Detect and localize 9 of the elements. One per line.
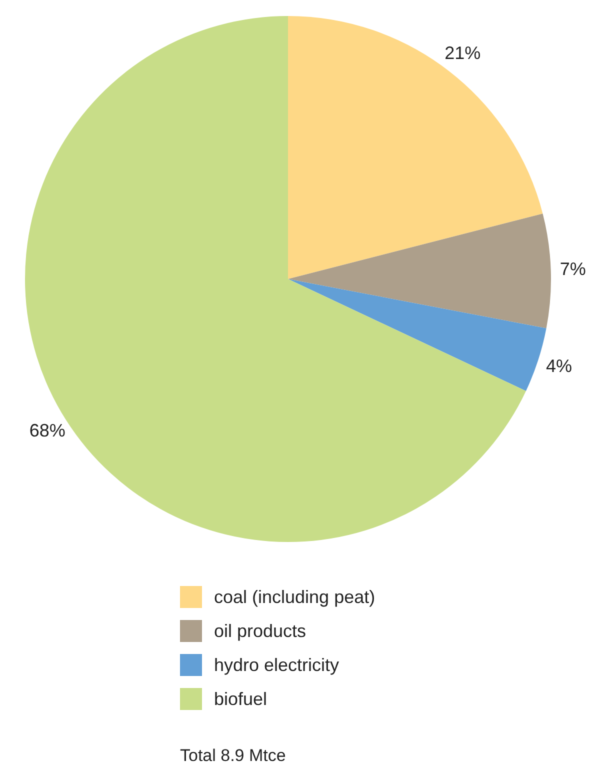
legend-label: hydro electricity bbox=[214, 654, 340, 676]
data-label: 21% bbox=[444, 42, 481, 63]
text: Total 8.9 Mtce bbox=[180, 746, 286, 766]
legend-label: biofuel bbox=[214, 688, 268, 710]
legend-label: coal (including peat) bbox=[214, 586, 376, 608]
data-label: 68% bbox=[29, 420, 66, 441]
data-label: 7% bbox=[560, 259, 586, 280]
legend-label: oil products bbox=[214, 620, 306, 642]
data-label: 4% bbox=[546, 356, 572, 376]
